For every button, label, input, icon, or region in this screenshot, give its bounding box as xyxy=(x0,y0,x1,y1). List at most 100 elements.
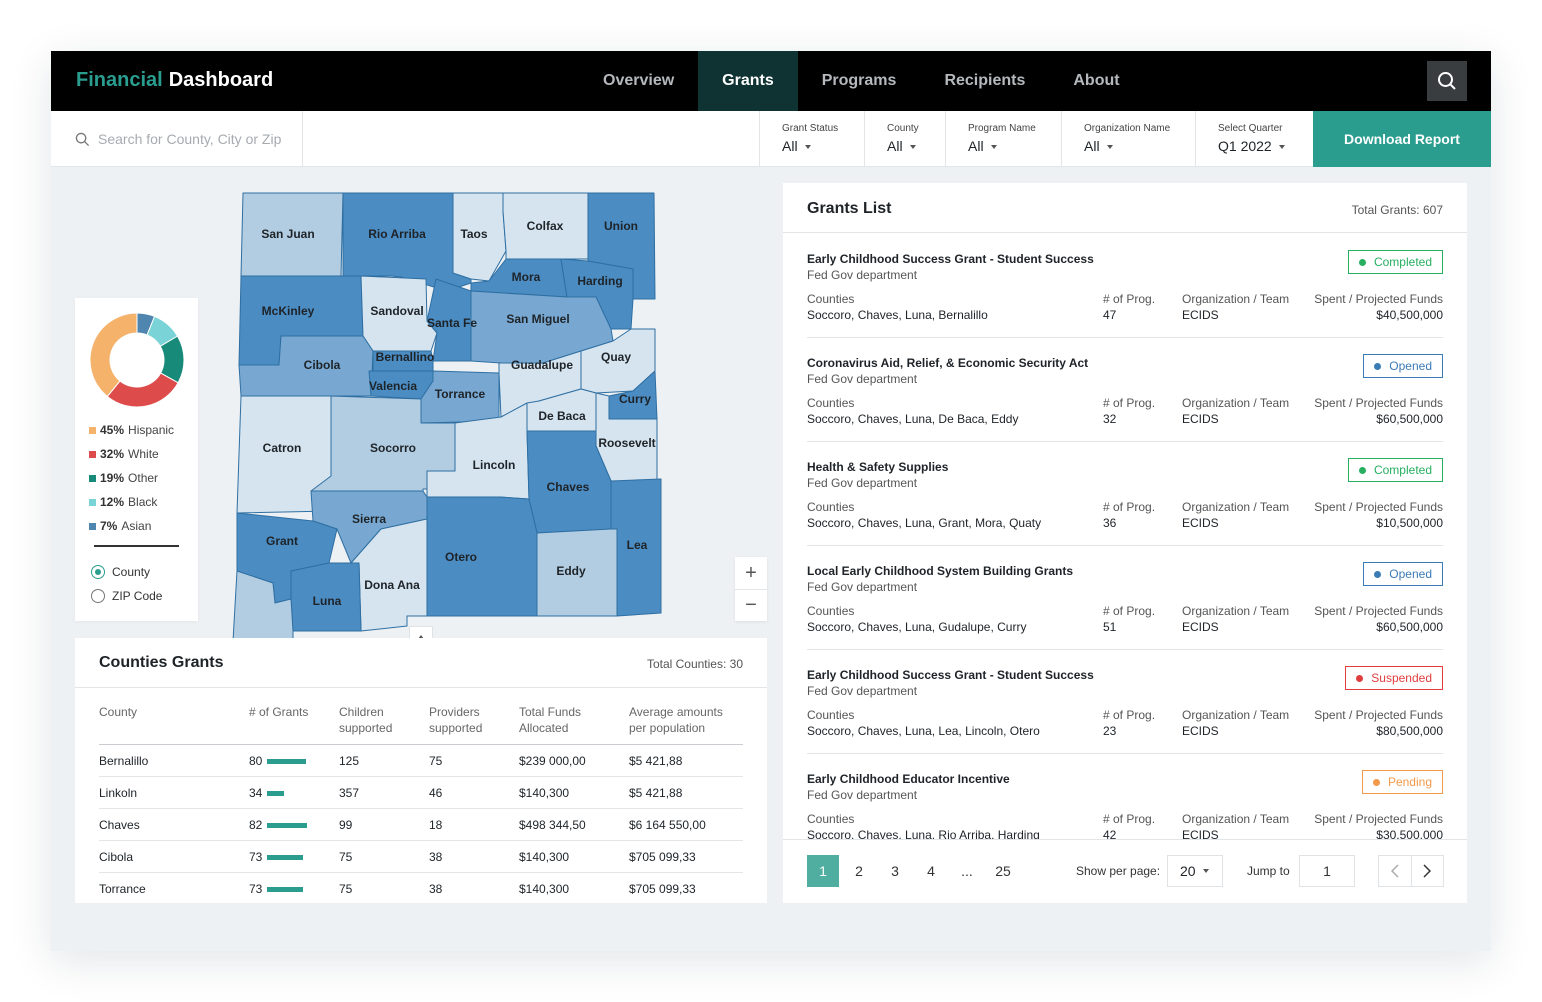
tab-grants[interactable]: Grants xyxy=(698,51,798,114)
download-report-button[interactable]: Download Report xyxy=(1313,111,1491,167)
caret-down-icon xyxy=(990,144,997,149)
filter-program-name[interactable]: Program Name All xyxy=(945,111,1061,167)
label-funds: Spent / Projected Funds xyxy=(1314,500,1443,514)
map-label: Chaves xyxy=(547,480,590,494)
zoom-out-button[interactable]: − xyxy=(735,589,767,621)
value-org: ECIDS xyxy=(1182,724,1219,738)
grant-title[interactable]: Early Childhood Success Grant - Student … xyxy=(807,252,1094,266)
zoom-in-button[interactable]: + xyxy=(745,561,757,584)
table-row[interactable]: Cibola 73 75 38 $140,300 $705 099,33 xyxy=(99,840,743,873)
legend-item-black: 12% Black xyxy=(89,490,174,514)
radio-county[interactable]: County xyxy=(91,565,150,579)
jump-to-input[interactable] xyxy=(1299,855,1355,887)
status-dot-icon xyxy=(1372,778,1380,786)
grant-title[interactable]: Local Early Childhood System Building Gr… xyxy=(807,564,1074,578)
county-eddy[interactable] xyxy=(536,528,618,617)
map-label: De Baca xyxy=(538,409,586,423)
tab-programs[interactable]: Programs xyxy=(821,72,897,89)
demographics-legend: 45% Hispanic 32% White 19% Other 12% Black 7… xyxy=(75,298,198,621)
grant-item[interactable]: Coronavirus Aid, Relief, & Economic Secu… xyxy=(807,338,1443,442)
page-button[interactable]: 3 xyxy=(891,863,899,879)
filter-label: Program Name xyxy=(968,123,1036,134)
page-button[interactable]: 4 xyxy=(927,863,935,879)
label-org: Organization / Team xyxy=(1182,500,1290,514)
col-county[interactable]: County xyxy=(99,704,249,745)
per-page-select[interactable]: 20 xyxy=(1167,855,1223,887)
page-button[interactable]: 1 xyxy=(807,855,839,887)
map-label: San Miguel xyxy=(506,312,569,326)
status-dot-icon xyxy=(1356,674,1364,682)
grant-item[interactable]: Health & Safety Supplies Fed Gov departme… xyxy=(807,442,1443,546)
grants-list-card: Grants List Total Grants: 607 Early Chil… xyxy=(783,183,1467,903)
cell-funds: $498 344,50 xyxy=(519,808,629,841)
status-label: Opened xyxy=(1389,567,1432,581)
jump-to-label: Jump to xyxy=(1247,864,1290,878)
card-header: Counties Grants Total Counties: 30 xyxy=(75,638,767,688)
col-average[interactable]: Average amounts per population xyxy=(629,704,743,745)
legend-pct: 12% xyxy=(100,495,125,509)
grant-item[interactable]: Early Childhood Success Grant - Student … xyxy=(807,650,1443,754)
value-counties: Soccoro, Chaves, Luna, Grant, Mora, Quat… xyxy=(807,516,1042,530)
page-button[interactable]: 2 xyxy=(855,863,863,879)
tab-recipients[interactable]: Recipients xyxy=(944,72,1026,89)
grant-title[interactable]: Early Childhood Success Grant - Student … xyxy=(807,668,1094,682)
radio-zip-code[interactable]: ZIP Code xyxy=(91,589,162,603)
map-label: Sierra xyxy=(352,512,386,526)
cell-average: $5 421,88 xyxy=(629,744,743,777)
caret-down-icon xyxy=(804,144,811,149)
demographics-donut-chart xyxy=(89,312,185,408)
grant-title[interactable]: Health & Safety Supplies xyxy=(807,460,949,474)
grant-title[interactable]: Early Childhood Educator Incentive xyxy=(807,772,1010,786)
cell-grants: 82 xyxy=(249,808,339,841)
total-counties: Total Counties: 30 xyxy=(646,657,743,671)
value-prog: 32 xyxy=(1103,412,1117,426)
brand-logo[interactable]: Financial Dashboard xyxy=(76,69,273,92)
grant-item[interactable]: Local Early Childhood System Building Gr… xyxy=(807,546,1443,650)
grant-title[interactable]: Coronavirus Aid, Relief, & Economic Secu… xyxy=(807,356,1089,370)
col-grants[interactable]: # of Grants xyxy=(249,704,339,745)
grants-list[interactable]: Early Childhood Success Grant - Student … xyxy=(783,234,1467,839)
grant-item[interactable]: Early Childhood Educator Incentive Fed Go… xyxy=(807,754,1443,839)
grant-item[interactable]: Early Childhood Success Grant - Student … xyxy=(807,234,1443,338)
grants-count: 82 xyxy=(249,817,263,832)
county-map[interactable]: San Juan Rio Arriba Taos Colfax Union Mo… xyxy=(231,189,671,639)
per-page-value: 20 xyxy=(1180,863,1196,879)
location-search-input[interactable] xyxy=(98,131,298,147)
tab-about[interactable]: About xyxy=(1073,72,1120,89)
cell-children: 75 xyxy=(339,840,429,873)
cell-grants: 73 xyxy=(249,840,339,873)
value-counties: Soccoro, Chaves, Luna, Bernalillo xyxy=(807,308,988,322)
table-row[interactable]: Bernalillo 80 125 75 $239 000,00 $5 421,88 xyxy=(99,744,743,777)
map-label: Taos xyxy=(460,227,487,241)
table-row[interactable]: Linkoln 34 357 46 $140,300 $5 421,88 xyxy=(99,776,743,809)
filter-grant-status[interactable]: Grant Status All xyxy=(759,111,864,167)
cell-county: Bernalillo xyxy=(99,744,249,777)
map-label: Socorro xyxy=(370,441,416,455)
page-ellipsis: ... xyxy=(961,863,973,879)
prev-page-button[interactable] xyxy=(1379,856,1411,886)
next-page-button[interactable] xyxy=(1410,856,1444,886)
col-children[interactable]: Children supported xyxy=(339,704,429,745)
county-otero[interactable] xyxy=(426,496,538,617)
cell-providers: 38 xyxy=(429,872,519,903)
county-bernallino[interactable] xyxy=(372,350,434,372)
filter-organization-name[interactable]: Organization Name All xyxy=(1061,111,1195,167)
label-funds: Spent / Projected Funds xyxy=(1314,396,1443,410)
value-org: ECIDS xyxy=(1182,620,1219,634)
tab-overview[interactable]: Overview xyxy=(603,72,675,89)
col-providers[interactable]: Providers supported xyxy=(429,704,519,745)
col-funds[interactable]: Total Funds Allocated xyxy=(519,704,629,745)
table-row[interactable]: Chaves 82 99 18 $498 344,50 $6 164 550,00 xyxy=(99,808,743,841)
grant-department: Fed Gov department xyxy=(807,268,918,282)
county-hidalgo[interactable] xyxy=(232,570,294,639)
radio-dot xyxy=(91,565,105,579)
map-label: Valencia xyxy=(369,379,417,393)
filter-county[interactable]: County All xyxy=(864,111,945,167)
page-button[interactable]: 25 xyxy=(995,863,1011,879)
global-search-button[interactable] xyxy=(1427,61,1467,101)
value-prog: 47 xyxy=(1103,308,1117,322)
filter-label: Grant Status xyxy=(782,123,839,134)
table-row[interactable]: Torrance 73 75 38 $140,300 $705 099,33 xyxy=(99,872,743,903)
search-icon xyxy=(75,132,90,146)
filter-select-quarter[interactable]: Select Quarter Q1 2022 xyxy=(1195,111,1313,167)
